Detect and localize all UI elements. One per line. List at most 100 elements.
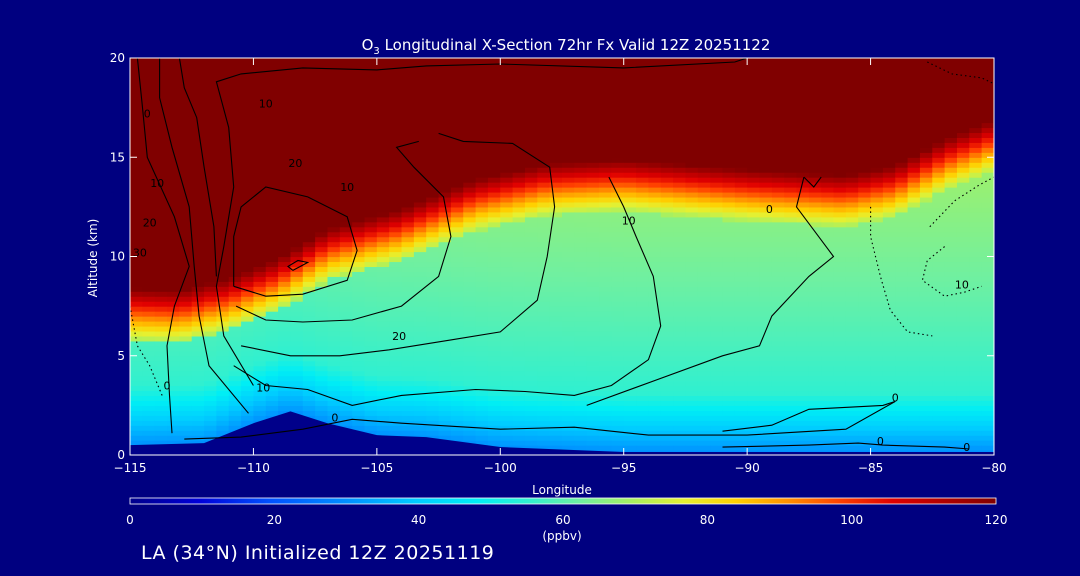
heatmap-cell: [290, 325, 304, 332]
heatmap-cell: [660, 236, 674, 243]
heatmap-cell: [636, 311, 649, 317]
heatmap-cell: [302, 410, 316, 416]
heatmap-cell: [364, 231, 378, 238]
heatmap-cell: [216, 321, 230, 327]
heatmap-cell: [512, 335, 526, 342]
heatmap-cell: [463, 385, 477, 392]
heatmap-cell: [339, 306, 353, 312]
heatmap-cell: [537, 420, 551, 426]
heatmap-cell: [142, 132, 156, 138]
heatmap-cell: [562, 72, 575, 79]
heatmap-cell: [524, 107, 538, 114]
heatmap-cell: [759, 291, 773, 297]
heatmap-cell: [833, 335, 847, 342]
heatmap-cell: [858, 390, 872, 397]
heatmap-cell: [870, 137, 884, 143]
heatmap-cell: [130, 276, 143, 282]
heatmap-cell: [426, 226, 440, 233]
heatmap-cell: [327, 187, 341, 193]
heatmap-cell: [722, 62, 736, 69]
heatmap-cell: [167, 102, 180, 109]
heatmap-cell: [389, 301, 403, 307]
heatmap-cell: [327, 415, 341, 421]
heatmap-cell: [882, 211, 896, 218]
heatmap-cell: [364, 236, 378, 243]
heatmap-cell: [315, 102, 329, 109]
heatmap-cell: [216, 360, 230, 367]
heatmap-cell: [636, 142, 649, 148]
heatmap-cell: [858, 355, 872, 362]
heatmap-cell: [882, 405, 896, 411]
heatmap-cell: [253, 62, 267, 69]
heatmap-cell: [376, 430, 390, 436]
heatmap-cell: [611, 256, 625, 263]
heatmap-cell: [882, 291, 896, 297]
heatmap-cell: [278, 360, 292, 367]
heatmap-cell: [191, 296, 205, 302]
heatmap-cell: [574, 266, 588, 272]
heatmap-cell: [142, 216, 156, 223]
heatmap-cell: [191, 430, 205, 436]
heatmap-cell: [290, 142, 304, 148]
heatmap-cell: [339, 206, 353, 213]
heatmap-cell: [524, 251, 538, 258]
heatmap-cell: [537, 137, 551, 143]
heatmap-cell: [549, 82, 563, 89]
heatmap-cell: [796, 226, 810, 233]
heatmap-cell: [562, 435, 575, 441]
heatmap-cell: [784, 271, 798, 277]
heatmap-cell: [660, 340, 674, 347]
heatmap-cell: [759, 375, 773, 382]
heatmap-cell: [747, 196, 761, 203]
heatmap-cell: [389, 142, 403, 148]
heatmap-cell: [759, 301, 773, 307]
heatmap-cell: [549, 266, 563, 272]
heatmap-cell: [167, 251, 180, 258]
heatmap-cell: [475, 77, 489, 84]
heatmap-cell: [611, 291, 625, 297]
heatmap-cell: [352, 266, 366, 272]
heatmap-cell: [636, 137, 649, 143]
heatmap-cell: [463, 266, 477, 272]
heatmap-cell: [130, 142, 143, 148]
heatmap-cell: [364, 296, 378, 302]
heatmap-cell: [450, 221, 464, 228]
heatmap-cell: [833, 325, 847, 332]
heatmap-cell: [130, 206, 143, 213]
heatmap-cell: [821, 350, 835, 357]
heatmap-cell: [401, 370, 415, 377]
heatmap-cell: [512, 311, 526, 317]
heatmap-cell: [253, 196, 267, 203]
heatmap-cell: [413, 87, 427, 94]
heatmap-cell: [401, 430, 415, 436]
heatmap-cell: [697, 400, 711, 406]
heatmap-cell: [562, 142, 575, 148]
heatmap-cell: [204, 340, 217, 347]
heatmap-cell: [858, 321, 872, 327]
heatmap-cell: [265, 97, 279, 104]
heatmap-cell: [648, 246, 662, 253]
heatmap-cell: [611, 311, 625, 317]
heatmap-cell: [130, 226, 143, 233]
heatmap-cell: [450, 330, 464, 337]
heatmap-cell: [512, 286, 526, 292]
heatmap-cell: [450, 301, 464, 307]
heatmap-cell: [253, 316, 267, 322]
heatmap-cell: [759, 107, 773, 114]
heatmap-cell: [623, 316, 637, 322]
heatmap-cell: [154, 122, 168, 129]
heatmap-cell: [216, 296, 230, 302]
heatmap-cell: [796, 360, 810, 367]
heatmap-cell: [833, 321, 847, 327]
heatmap-cell: [216, 271, 230, 277]
heatmap-cell: [167, 355, 180, 362]
heatmap-cell: [833, 107, 847, 114]
heatmap-cell: [833, 127, 847, 134]
heatmap-cell: [710, 226, 724, 233]
heatmap-cell: [352, 187, 366, 193]
heatmap-cell: [599, 385, 612, 392]
heatmap-cell: [500, 241, 514, 248]
heatmap-cell: [302, 122, 316, 129]
heatmap-cell: [549, 72, 563, 79]
heatmap-cell: [450, 365, 464, 372]
